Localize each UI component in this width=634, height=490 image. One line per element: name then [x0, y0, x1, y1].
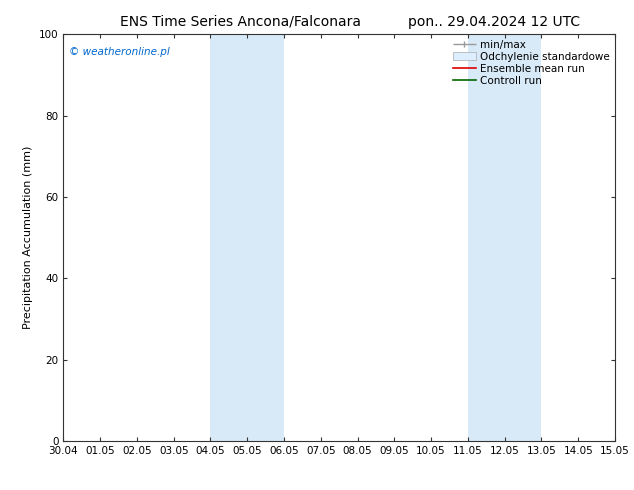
Text: ENS Time Series Ancona/Falconara: ENS Time Series Ancona/Falconara — [120, 15, 361, 29]
Bar — [210, 34, 284, 441]
Text: pon.. 29.04.2024 12 UTC: pon.. 29.04.2024 12 UTC — [408, 15, 581, 29]
Y-axis label: Precipitation Accumulation (mm): Precipitation Accumulation (mm) — [23, 146, 34, 329]
Bar — [468, 34, 541, 441]
Legend: min/max, Odchylenie standardowe, Ensemble mean run, Controll run: min/max, Odchylenie standardowe, Ensembl… — [450, 36, 613, 89]
Text: © weatheronline.pl: © weatheronline.pl — [69, 47, 170, 56]
